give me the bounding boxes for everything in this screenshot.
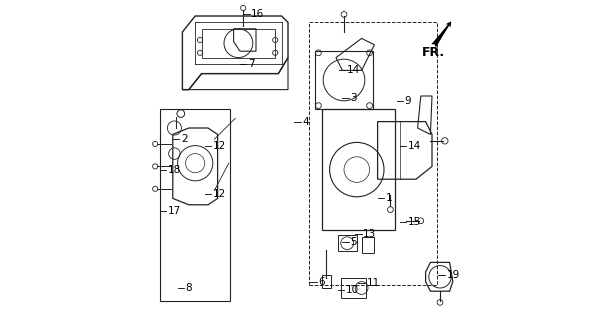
Text: 15: 15 <box>408 217 421 228</box>
Text: 8: 8 <box>185 283 192 293</box>
Text: 14: 14 <box>408 140 421 151</box>
Bar <box>341 278 367 298</box>
Text: 13: 13 <box>363 228 376 239</box>
Bar <box>322 109 395 230</box>
Bar <box>322 275 331 288</box>
Text: 11: 11 <box>367 278 379 288</box>
Text: 12: 12 <box>213 140 226 151</box>
Text: 6: 6 <box>319 276 325 287</box>
Text: 10: 10 <box>345 284 359 295</box>
Text: 4: 4 <box>302 116 309 127</box>
Text: 14: 14 <box>347 65 361 76</box>
FancyArrowPatch shape <box>431 21 451 47</box>
Text: 3: 3 <box>350 92 357 103</box>
Bar <box>309 22 437 285</box>
Text: 7: 7 <box>248 59 255 69</box>
Text: 5: 5 <box>350 236 357 247</box>
Text: 19: 19 <box>446 270 460 280</box>
Text: FR.: FR. <box>422 46 445 60</box>
Text: 12: 12 <box>213 188 226 199</box>
Bar <box>337 235 357 251</box>
Text: 9: 9 <box>405 96 412 106</box>
Text: 16: 16 <box>251 9 264 20</box>
Text: 17: 17 <box>168 206 181 216</box>
Bar <box>315 51 373 109</box>
Text: 18: 18 <box>168 164 181 175</box>
Bar <box>160 109 230 301</box>
Bar <box>362 237 375 253</box>
Text: 2: 2 <box>181 134 187 144</box>
Bar <box>202 29 275 58</box>
Text: 1: 1 <box>385 193 392 204</box>
